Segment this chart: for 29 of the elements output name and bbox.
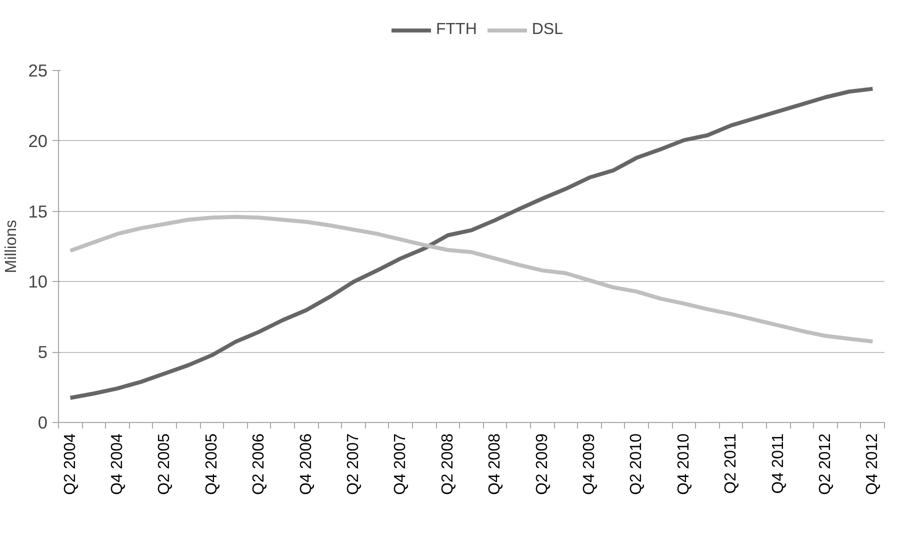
y-tick-label: 10 <box>28 272 48 292</box>
x-tick-label: Q4 2012 <box>864 433 882 495</box>
x-tick-label: Q2 2006 <box>250 433 268 495</box>
x-tick-label: Q2 2010 <box>628 433 646 495</box>
x-tick-label: Q4 2007 <box>392 433 410 495</box>
x-tick-label: Q4 2011 <box>770 433 787 494</box>
x-tick-label: Q4 2005 <box>203 433 220 495</box>
y-tick-label: 20 <box>28 130 48 151</box>
y-tick-label: 0 <box>38 412 48 432</box>
x-tick-label: Q4 2006 <box>298 433 315 495</box>
x-tick-label: Q4 2008 <box>486 433 504 495</box>
line-series <box>68 86 875 400</box>
legend-label: DSL <box>532 21 563 39</box>
line-series <box>68 214 875 344</box>
x-tick-label: Q4 2010 <box>675 433 692 495</box>
y-tick-label: 25 <box>28 60 48 80</box>
x-tick-label: Q2 2011 <box>722 433 740 494</box>
y-axis-title: Millions <box>3 220 20 274</box>
y-tick-label: 5 <box>38 342 48 362</box>
x-tick-label: Q2 2004 <box>62 433 79 495</box>
x-tick-label: Q2 2005 <box>156 433 174 495</box>
x-tick-label: Q2 2009 <box>534 433 551 495</box>
x-tick-label: Q4 2009 <box>581 433 598 495</box>
legend-label: FTTH <box>436 21 477 39</box>
y-tick-label: 15 <box>28 201 48 222</box>
x-tick-label: Q2 2012 <box>817 433 834 495</box>
x-tick-label: Q2 2007 <box>345 433 362 495</box>
x-tick-label: Q4 2004 <box>109 433 126 495</box>
x-tick-label: Q2 2008 <box>439 433 456 495</box>
